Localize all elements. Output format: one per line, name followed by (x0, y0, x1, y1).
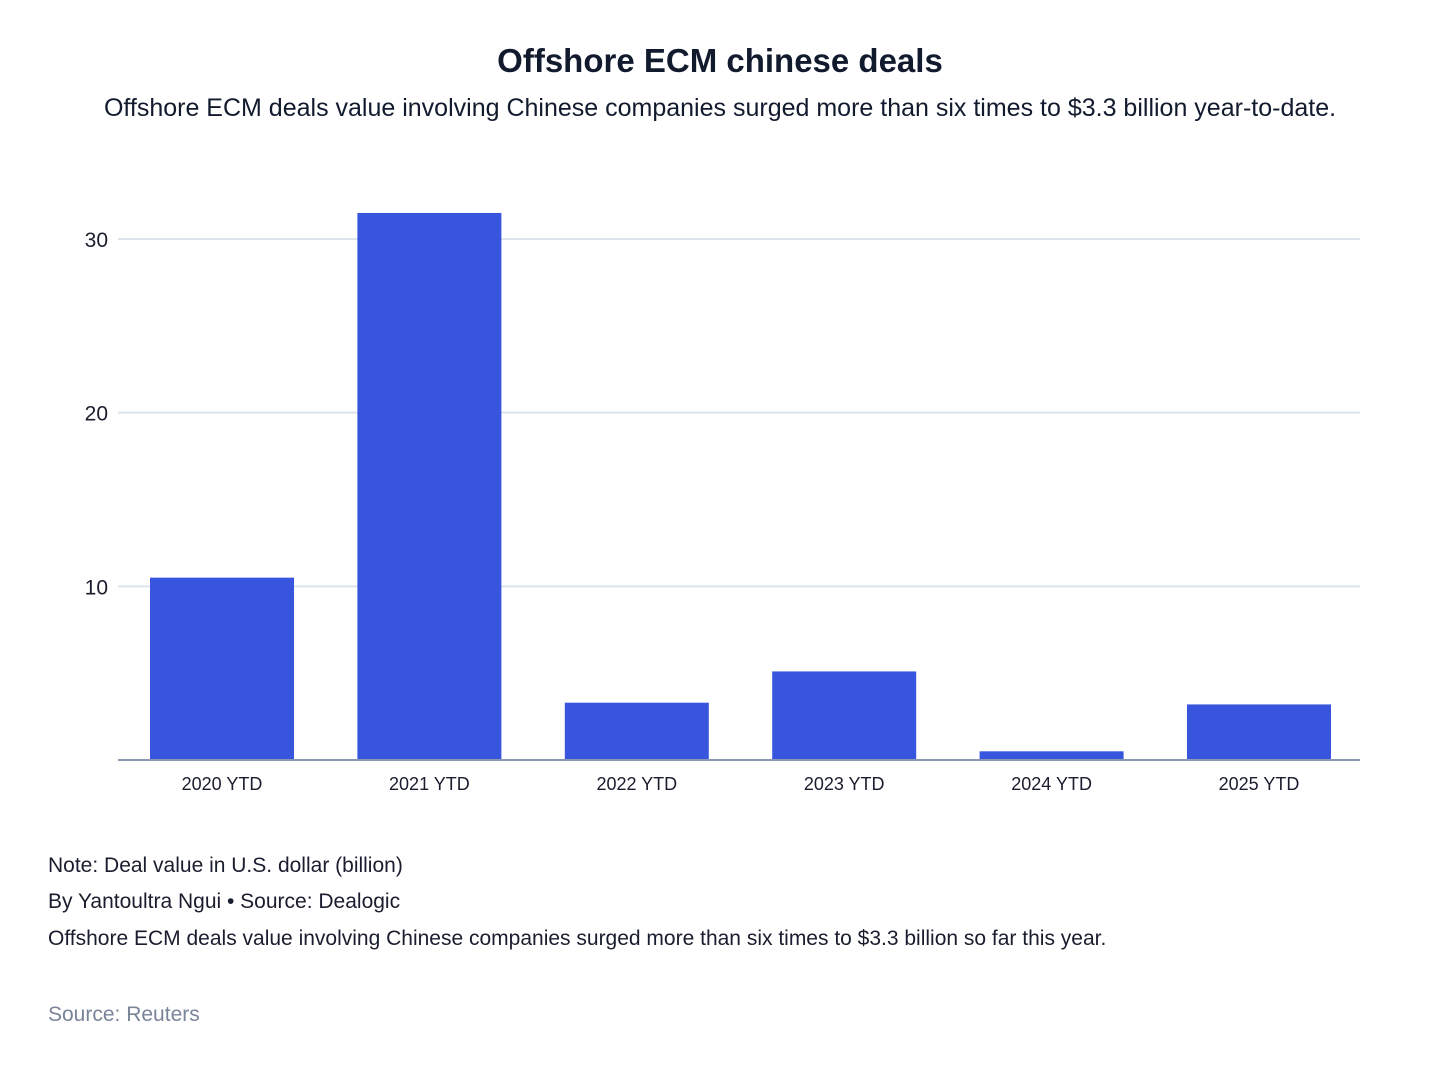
byline: By Yantoultra Ngui • Source: Dealogic (48, 890, 401, 913)
y-tick-label: 20 (85, 403, 108, 426)
bar-2025-ytd (1187, 704, 1331, 760)
bar-2023-ytd (772, 671, 917, 760)
bar-2020-ytd (150, 577, 294, 760)
bars (150, 212, 1331, 760)
bar-2024-ytd (979, 751, 1124, 760)
chart-title: Offshore ECM chinese deals (497, 42, 943, 79)
chart-subtitle: Offshore ECM deals value involving Chine… (103, 94, 1337, 122)
y-tick-label: 10 (85, 576, 108, 599)
x-tick-label: 2024 YTD (1011, 774, 1092, 794)
bar-2021-ytd (357, 212, 502, 760)
x-tick-label: 2025 YTD (1219, 774, 1300, 794)
footnote: Note: Deal value in U.S. dollar (billion… (48, 854, 403, 877)
gridlines (118, 238, 1360, 588)
bar-2022-ytd (564, 702, 709, 760)
x-tick-label: 2022 YTD (596, 774, 677, 794)
y-tick-label: 30 (85, 229, 108, 252)
x-tick-label: 2021 YTD (389, 774, 470, 794)
x-tick-label: 2020 YTD (182, 774, 263, 794)
caption: Offshore ECM deals value involving Chine… (48, 927, 1107, 950)
y-axis-ticks: 10 20 30 (85, 229, 108, 599)
source-credit: Source: Reuters (48, 1003, 200, 1026)
x-tick-label: 2023 YTD (804, 774, 885, 794)
x-axis-ticks: 2020 YTD 2021 YTD 2022 YTD 2023 YTD 2024 YTD… (182, 774, 1300, 794)
